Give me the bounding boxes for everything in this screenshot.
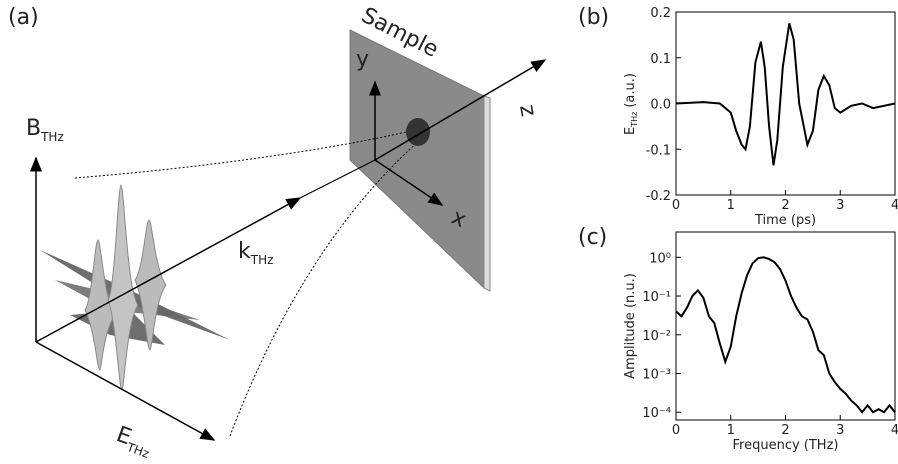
b-axis-label: BTHz xyxy=(26,116,64,144)
x-tick-label: 0 xyxy=(672,198,680,213)
x-tick-label: 3 xyxy=(836,198,844,213)
x-tick-label: 2 xyxy=(781,198,789,213)
panel-label: (a) xyxy=(8,5,39,30)
panel-label: (b) xyxy=(578,5,609,30)
z-label: z xyxy=(514,103,541,119)
subscript: THz xyxy=(630,112,639,128)
x-tick-label: 0 xyxy=(672,423,680,438)
subscript: THz xyxy=(250,253,274,267)
x-tick-label: 4 xyxy=(891,423,898,438)
y-tick-label: 10⁻⁴ xyxy=(642,406,671,421)
subscript: THz xyxy=(40,130,64,144)
k-axis-line xyxy=(300,160,375,198)
data-line xyxy=(676,23,895,165)
y-tick-label: -0.1 xyxy=(646,143,671,158)
x-axis-label: Frequency (THz) xyxy=(733,438,839,453)
k-axis-label: kTHz xyxy=(238,239,273,267)
symbol: k xyxy=(238,239,251,264)
y-tick-label: 0.0 xyxy=(650,98,671,113)
y-axis-label: Amplitude (n.u.) xyxy=(623,273,638,379)
data-line xyxy=(676,257,895,412)
chart-b-ylabel: ETHz (a.u.) xyxy=(623,73,639,135)
y-tick-label: 10⁻² xyxy=(642,329,671,344)
sample-plate xyxy=(350,30,484,288)
x-tick-label: 3 xyxy=(836,423,844,438)
y-tick-label: 0.2 xyxy=(650,6,671,21)
x-tick-label: 4 xyxy=(891,198,898,213)
e-axis-label: ETHz xyxy=(112,422,156,461)
y-axis-label: ETHz (a.u.) xyxy=(623,73,639,135)
figure: (a) BTHz kTHz ETHz Sample y x z ETHz(a.u… xyxy=(0,0,898,464)
x-axis-label: Time (ps) xyxy=(754,213,816,228)
diagram: (a) BTHz kTHz ETHz Sample y x z xyxy=(8,3,545,461)
y-tick-label: 10⁻¹ xyxy=(642,290,671,305)
y-tick-label: 10⁰ xyxy=(649,251,671,266)
x-tick-label: 1 xyxy=(727,198,735,213)
beam-spot xyxy=(406,118,430,146)
x-tick-label: 1 xyxy=(727,423,735,438)
plot-frame xyxy=(676,232,895,420)
y-tick-label: -0.2 xyxy=(646,189,671,204)
subscript: THz xyxy=(124,440,151,461)
sample-edge xyxy=(484,96,490,291)
y-label: y xyxy=(356,47,369,72)
y-tick-label: 10⁻³ xyxy=(642,367,671,382)
unit: (a.u.) xyxy=(623,73,638,108)
symbol: E xyxy=(623,127,638,135)
e-wave xyxy=(108,185,138,390)
panel-label: (c) xyxy=(578,225,607,250)
x-tick-label: 2 xyxy=(781,423,789,438)
y-tick-label: 0.1 xyxy=(650,52,671,67)
symbol: B xyxy=(26,116,41,141)
